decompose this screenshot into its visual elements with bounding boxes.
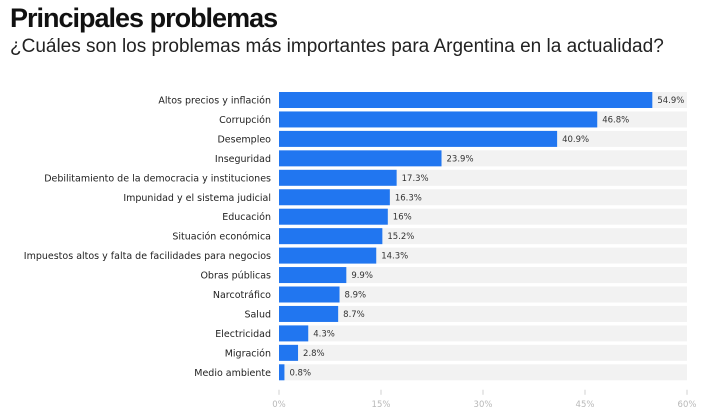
- value-label: 9.9%: [351, 271, 373, 281]
- value-label: 14.3%: [381, 252, 408, 262]
- bar-track: [279, 286, 687, 303]
- bar: [279, 169, 397, 186]
- bar: [279, 286, 340, 303]
- value-label: 0.8%: [289, 368, 311, 378]
- category-label: Corrupción: [219, 115, 271, 126]
- bar-track: [279, 267, 687, 284]
- category-label: Altos precios y inflación: [158, 96, 271, 107]
- value-label: 16%: [393, 213, 412, 223]
- category-label: Medio ambiente: [194, 368, 271, 379]
- category-label: Inseguridad: [215, 154, 271, 165]
- bar-track: [279, 364, 687, 381]
- value-label: 4.3%: [313, 329, 335, 339]
- value-label: 46.8%: [602, 115, 629, 125]
- x-tick-label: 45%: [576, 400, 595, 410]
- bar: [279, 189, 390, 206]
- category-label: Impuestos altos y falta de facilidades p…: [24, 251, 271, 262]
- bar: [279, 305, 339, 322]
- value-label: 40.9%: [562, 135, 589, 145]
- category-label: Narcotráfico: [213, 290, 271, 301]
- bar: [279, 228, 383, 245]
- x-tick-label: 30%: [474, 400, 493, 410]
- bar: [279, 364, 285, 381]
- value-label: 15.2%: [387, 232, 414, 242]
- value-label: 17.3%: [402, 174, 429, 184]
- bar: [279, 111, 598, 128]
- value-label: 54.9%: [657, 96, 684, 106]
- value-label: 8.9%: [345, 291, 367, 301]
- category-label: Debilitamiento de la democracia y instit…: [44, 173, 271, 184]
- category-label: Desempleo: [217, 134, 271, 145]
- value-labels: 54.9% 46.8% 40.9% 23.9% 17.3% 16.3% 16% 15.2% 14…: [289, 96, 684, 378]
- bar: [279, 130, 558, 147]
- chart-title: Principales problemas: [10, 3, 278, 33]
- bar: [279, 208, 388, 225]
- chart-subtitle: ¿Cuáles son los problemas más importante…: [10, 36, 664, 57]
- value-label: 16.3%: [395, 193, 422, 203]
- bar: [279, 267, 347, 284]
- bar: [279, 325, 309, 342]
- bar-track: [279, 325, 687, 342]
- bar: [279, 92, 653, 108]
- category-label: Impunidad y el sistema judicial: [123, 193, 271, 204]
- x-tick-label: 0%: [272, 400, 286, 410]
- category-label: Obras públicas: [200, 271, 271, 282]
- bar: [279, 150, 442, 167]
- x-axis: 0% 15% 30% 45% 60%: [272, 389, 697, 410]
- bar: [279, 344, 299, 361]
- category-label: Salud: [244, 309, 271, 320]
- value-label: 8.7%: [343, 310, 365, 320]
- category-label: Situación económica: [172, 232, 271, 243]
- bar-track: [279, 247, 687, 264]
- x-tick-label: 60%: [678, 400, 697, 410]
- category-labels: Altos precios y inflación Corrupción Desem…: [24, 96, 271, 379]
- value-label: 2.8%: [303, 349, 325, 359]
- bars: [279, 92, 653, 381]
- bar: [279, 247, 377, 264]
- value-label: 23.9%: [447, 154, 474, 164]
- bar-track: [279, 305, 687, 322]
- x-tick-label: 15%: [372, 400, 391, 410]
- bar-track: [279, 344, 687, 361]
- category-label: Educación: [222, 212, 271, 223]
- category-label: Migración: [225, 348, 271, 359]
- category-label: Electricidad: [215, 329, 271, 340]
